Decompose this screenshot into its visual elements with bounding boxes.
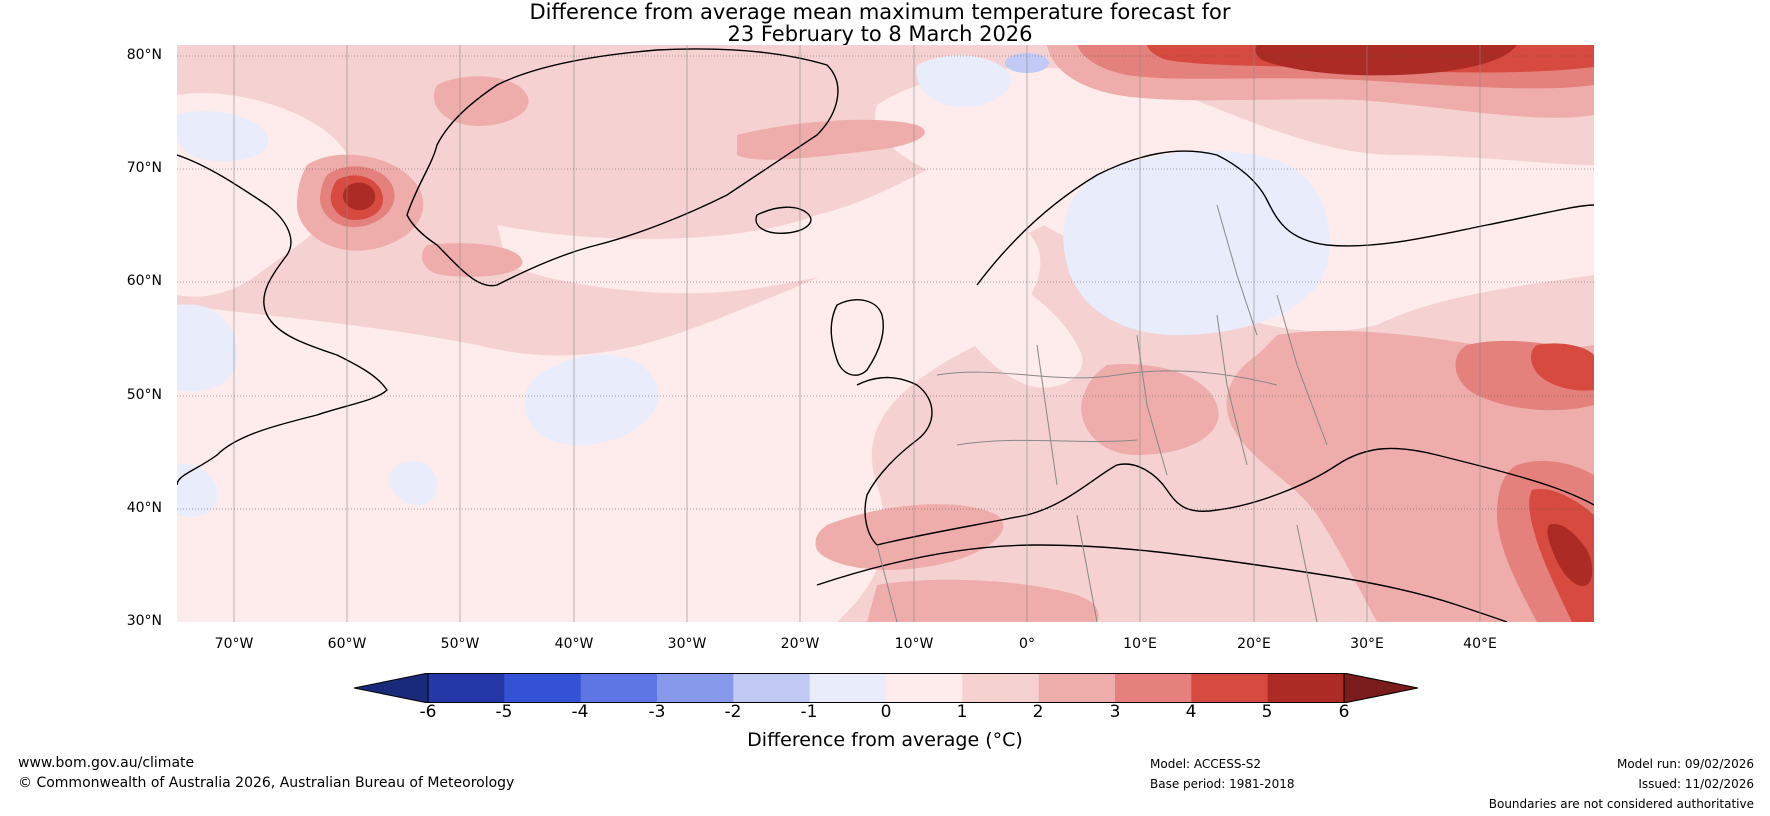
- colorbar: [354, 673, 1418, 703]
- colorbar-segment: [1191, 673, 1269, 703]
- north-africa-coast: [816, 544, 1508, 622]
- colorbar-tick: 0: [880, 702, 892, 722]
- colorbar-tick: 3: [1109, 702, 1121, 722]
- colorbar-tick: -2: [724, 702, 742, 722]
- colorbar-label: Difference from average (°C): [747, 729, 1023, 751]
- colorbar-segment: [1115, 673, 1192, 703]
- colorbar-tick: -5: [495, 702, 513, 722]
- colorbar-segment: [428, 673, 505, 703]
- lat-label-30n: 30°N: [126, 613, 162, 629]
- lat-label-80n: 80°N: [126, 47, 162, 63]
- copyright-notice: © Commonwealth of Australia 2026, Austra…: [18, 775, 515, 791]
- lon-label-20e: 20°E: [1237, 636, 1271, 652]
- website-link[interactable]: www.bom.gov.au/climate: [18, 755, 195, 771]
- lon-label-50w: 50°W: [440, 636, 480, 652]
- temperature-anomaly-map: [177, 45, 1594, 622]
- british-isles-coast: [830, 299, 884, 376]
- colorbar-tick: -3: [648, 702, 666, 722]
- boundaries-disclaimer: Boundaries are not considered authoritat…: [1488, 797, 1754, 811]
- colorbar-segment: [1038, 673, 1116, 703]
- gridlines: [177, 55, 1594, 510]
- model-name: Model: ACCESS-S2: [1150, 757, 1262, 771]
- greenland-coast: [406, 48, 839, 287]
- colorbar-segment: [504, 673, 582, 703]
- colorbar-tick: -4: [571, 702, 589, 722]
- lon-label-10e: 10°E: [1123, 636, 1157, 652]
- colorbar-tick: 6: [1338, 702, 1350, 722]
- colorbar-segment: [580, 673, 658, 703]
- europe-mediterranean-coast: [856, 376, 1594, 546]
- country-borders: [876, 204, 1328, 622]
- colorbar-segment: [733, 673, 811, 703]
- north-america-coast: [177, 154, 388, 486]
- lon-label-70w: 70°W: [214, 636, 254, 652]
- lon-label-30w: 30°W: [667, 636, 707, 652]
- colorbar-segment: [809, 673, 887, 703]
- colorbar-tick: -1: [800, 702, 818, 722]
- colorbar-segment: [962, 673, 1040, 703]
- lon-label-0: 0°: [1019, 636, 1035, 652]
- coastlines: [177, 48, 1594, 622]
- colorbar-tick: 2: [1032, 702, 1044, 722]
- meridians: [233, 45, 1481, 622]
- map-title-line-1: Difference from average mean maximum tem…: [529, 0, 1231, 24]
- lon-label-60w: 60°W: [327, 636, 367, 652]
- colorbar-tick: 1: [956, 702, 968, 722]
- lon-label-10w: 10°W: [894, 636, 934, 652]
- lon-label-20w: 20°W: [780, 636, 820, 652]
- anomaly-band-5-6: [342, 45, 1593, 586]
- colorbar-segment: [657, 673, 734, 703]
- model-run-date: Model run: 09/02/2026: [1616, 757, 1754, 771]
- colorbar-extend-high: [1343, 673, 1418, 703]
- base-period: Base period: 1981-2018: [1150, 777, 1295, 791]
- map-title-line-2: 23 February to 8 March 2026: [727, 22, 1033, 46]
- colorbar-tick: -6: [419, 702, 437, 722]
- lon-label-30e: 30°E: [1350, 636, 1384, 652]
- lat-label-40n: 40°N: [126, 500, 162, 516]
- lat-label-50n: 50°N: [126, 387, 162, 403]
- lon-label-40w: 40°W: [554, 636, 594, 652]
- anomaly-band-minus1-0: [177, 53, 1330, 517]
- colorbar-segment: [1267, 673, 1345, 703]
- lat-label-60n: 60°N: [126, 273, 162, 289]
- lat-label-70n: 70°N: [126, 160, 162, 176]
- iceland-coast: [755, 206, 812, 234]
- scandinavia-coast: [976, 150, 1594, 286]
- lon-label-40e: 40°E: [1463, 636, 1497, 652]
- colorbar-tick: 5: [1261, 702, 1273, 722]
- colorbar-segment: [886, 673, 963, 703]
- colorbar-extend-low: [354, 673, 429, 703]
- colorbar-tick: 4: [1185, 702, 1197, 722]
- colorbar-segments: [354, 673, 1418, 703]
- issued-date: Issued: 11/02/2026: [1638, 777, 1754, 791]
